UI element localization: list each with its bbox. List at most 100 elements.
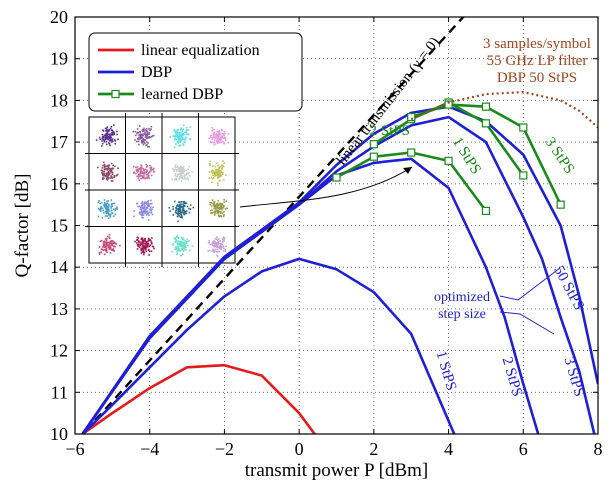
constellation-point (223, 136, 226, 139)
constellation-point (179, 209, 182, 212)
constellation-point (103, 164, 106, 166)
constellation-point (213, 245, 216, 248)
constellation-point (142, 134, 144, 137)
constellation-point (145, 207, 148, 209)
constellation-point (146, 242, 149, 245)
constellation-point (187, 178, 190, 181)
constellation-point (213, 204, 216, 207)
series-line (81, 105, 598, 434)
constellation-point (182, 209, 185, 212)
constellation-point (101, 145, 103, 147)
constellation-point (114, 213, 117, 216)
constellation-point (227, 133, 230, 135)
constellation-point (105, 241, 108, 244)
constellation-point (180, 236, 183, 239)
legend-label: learned DBP (141, 86, 223, 103)
constellation-point (211, 129, 213, 132)
constellation-point (145, 246, 147, 249)
constellation-point (223, 198, 225, 201)
constellation-point (137, 173, 140, 176)
constellation-point (112, 240, 114, 242)
constellation-point (148, 145, 151, 148)
constellation-point (103, 202, 106, 204)
constellation-point (141, 237, 144, 240)
constellation-point (179, 170, 181, 172)
constellation-point (144, 243, 147, 245)
constellation-point (220, 128, 223, 131)
constellation-point (182, 201, 185, 204)
constellation-point (141, 130, 144, 133)
annotation-label: linear transmission (γ = 0) (334, 34, 444, 168)
constellation-point (143, 138, 145, 141)
constellation-point (141, 172, 144, 175)
constellation-point (180, 203, 183, 206)
constellation-point (218, 206, 220, 209)
constellation-point (108, 142, 110, 144)
constellation-point (212, 174, 214, 177)
constellation-point (141, 200, 144, 203)
constellation-point (138, 205, 141, 208)
constellation-point (217, 199, 220, 202)
constellation-point (116, 206, 118, 208)
constellation-point (146, 243, 148, 246)
constellation-point (175, 239, 177, 241)
constellation-point (174, 173, 177, 175)
constellation-point (105, 137, 107, 140)
constellation-point (145, 166, 148, 168)
constellation-point (139, 211, 141, 214)
constellation-point (109, 169, 112, 171)
constellation-point (174, 136, 177, 138)
constellation-point (217, 207, 220, 210)
constellation-point (141, 129, 144, 131)
annotation-label: 1 StPS (449, 134, 484, 177)
constellation-point (214, 243, 216, 246)
constellation-point (146, 211, 148, 213)
constellation-point (110, 168, 112, 170)
constellation-point (182, 133, 184, 136)
constellation-point (106, 235, 109, 238)
y-tick-label: 11 (51, 382, 68, 402)
constellation-point (107, 138, 109, 141)
constellation-point (185, 178, 187, 180)
constellation-point (151, 168, 153, 171)
constellation-point (177, 237, 180, 240)
constellation-point (174, 210, 177, 212)
constellation-point (112, 164, 114, 167)
constellation-point (214, 137, 217, 139)
constellation-point (140, 141, 143, 143)
constellation-point (149, 244, 152, 247)
constellation-point (182, 208, 185, 210)
constellation-point (183, 211, 186, 214)
constellation-point (149, 208, 152, 211)
constellation-point (216, 139, 219, 142)
constellation-point (132, 130, 135, 133)
constellation-point (178, 240, 181, 243)
constellation-point (146, 144, 148, 146)
constellation-point (210, 212, 212, 215)
constellation-point (216, 204, 218, 207)
constellation-point (102, 209, 105, 212)
constellation-point (146, 131, 149, 133)
constellation-point (216, 130, 218, 133)
constellation-point (185, 246, 187, 249)
constellation-point (213, 250, 216, 252)
constellation-point (214, 165, 217, 168)
constellation-point (189, 208, 192, 210)
constellation-point (111, 167, 114, 169)
constellation-point (116, 133, 118, 136)
constellation-point (143, 172, 146, 174)
constellation-point (110, 240, 113, 242)
constellation-point (139, 173, 142, 175)
constellation-point (110, 169, 113, 172)
constellation-point (144, 177, 146, 180)
constellation-point (145, 129, 148, 132)
constellation-point (102, 164, 104, 167)
constellation-point (149, 164, 151, 167)
constellation-point (148, 214, 150, 217)
constellation-point (140, 135, 143, 137)
constellation-point (180, 127, 183, 129)
constellation-point (98, 253, 101, 255)
constellation-point (187, 172, 190, 175)
constellation-point (222, 245, 225, 248)
constellation-point (98, 251, 101, 254)
